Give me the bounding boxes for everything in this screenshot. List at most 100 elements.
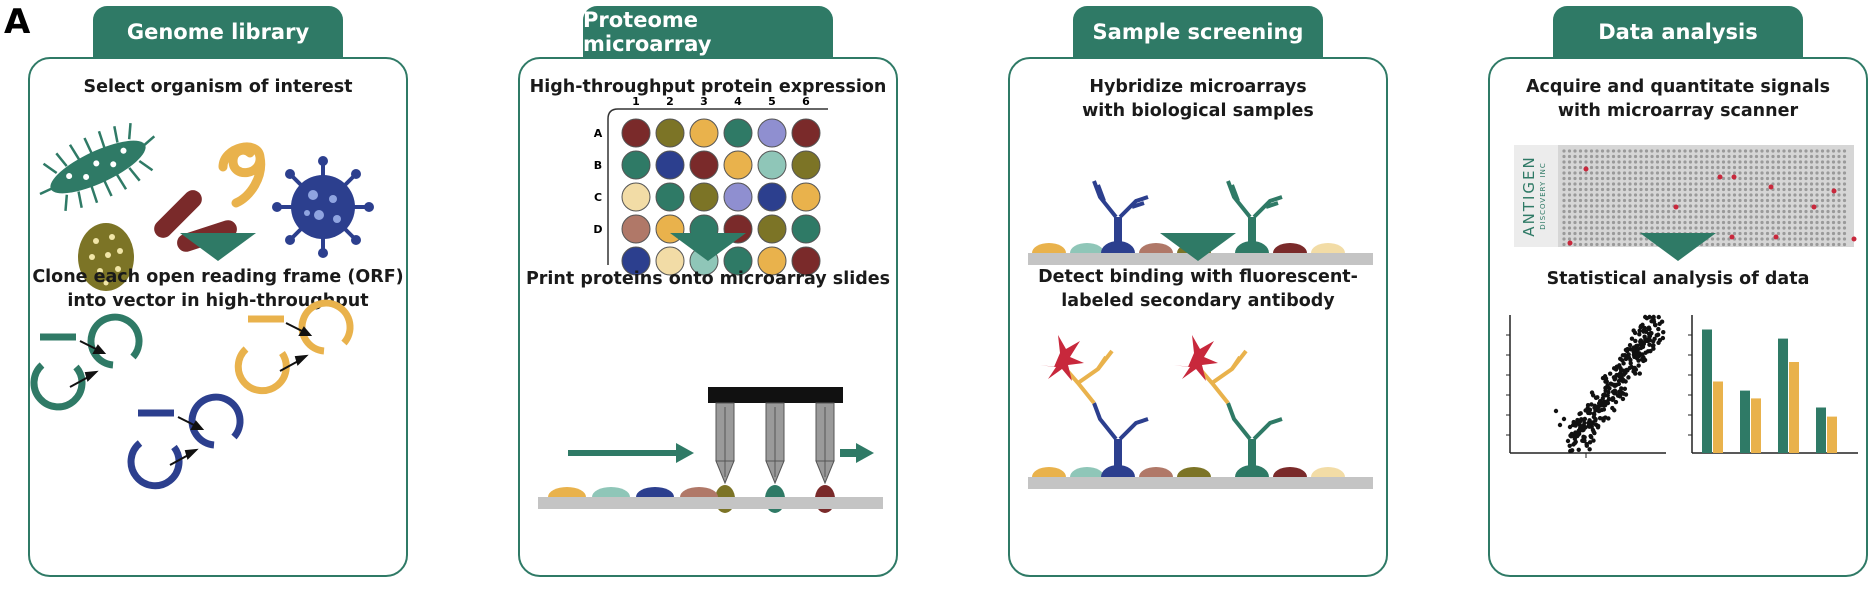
scatter-point	[1620, 396, 1626, 402]
scatter-point	[1621, 361, 1626, 366]
scatter-point	[1643, 350, 1648, 355]
gold-arrows-icon	[279, 322, 313, 372]
scatter-point	[1637, 332, 1642, 337]
detection-illustration	[1028, 335, 1373, 489]
scatter-point	[1565, 438, 1571, 444]
scatter-point	[1603, 376, 1609, 381]
bar-series-a	[1778, 338, 1788, 453]
scatter-point	[1575, 432, 1581, 438]
plate-col-label: 4	[734, 95, 742, 108]
tab-proteome-microarray: Proteome microarray	[583, 6, 833, 58]
primary-antibody-navy-icon	[1092, 402, 1149, 469]
plate-row-label: C	[594, 191, 602, 204]
scatter-point	[1600, 396, 1606, 401]
bar-series-b	[1789, 362, 1799, 453]
scatter-point	[1637, 351, 1642, 356]
fluorescent-star-icon	[1174, 335, 1218, 381]
signal-spot	[1583, 166, 1589, 172]
scatter-point	[1651, 346, 1656, 351]
scatter-point	[1647, 342, 1652, 347]
scatter-point	[1661, 329, 1666, 335]
plate-col-label: 2	[666, 95, 674, 108]
scatter-point	[1606, 397, 1612, 402]
plate-well	[723, 118, 753, 148]
scatter-point	[1623, 353, 1628, 359]
plate-well	[689, 118, 719, 148]
navy-arrows-icon	[169, 416, 205, 466]
scatter-point	[1584, 441, 1589, 447]
protein-spots	[548, 487, 718, 497]
down-arrow-icon	[180, 233, 256, 261]
scatter-point	[1619, 386, 1624, 391]
step-statistical-analysis: Statistical analysis of data	[1546, 269, 1810, 289]
scatter-point	[1622, 386, 1628, 391]
scatter-point	[1607, 371, 1613, 376]
step-clone-orf: Clone each open reading frame (ORF) into…	[28, 265, 408, 313]
scatter-point	[1597, 415, 1603, 421]
well-plate-illustration: 1 2 3 4 5 6 A B C D	[593, 95, 828, 276]
plate-well	[791, 246, 821, 276]
plate-well	[621, 214, 651, 244]
plate-well	[655, 118, 685, 148]
signal-spot	[1773, 234, 1779, 240]
plate-row-label: B	[594, 159, 602, 172]
scatter-point	[1576, 447, 1581, 453]
down-arrow-icon	[1640, 233, 1716, 261]
signal-spot	[1831, 188, 1837, 194]
plate-well	[791, 182, 821, 212]
bar-series-a	[1740, 390, 1750, 453]
scatter-point	[1628, 361, 1633, 366]
plate-col-label: 3	[700, 95, 708, 108]
scatter-point	[1589, 402, 1594, 407]
scatter-point	[1582, 416, 1588, 422]
microarray-scan-image: ANTIGEN DISCOVERY INC	[1514, 145, 1857, 247]
bar-series-b	[1713, 381, 1723, 453]
scatter-point	[1610, 397, 1615, 402]
scatter-point	[1591, 411, 1597, 416]
teal-arrows-icon	[69, 340, 107, 388]
scatter-point	[1567, 424, 1573, 430]
plate-row-label: A	[594, 127, 603, 140]
signal-spot	[1729, 234, 1735, 240]
scatter-point	[1593, 418, 1598, 423]
scatter-point	[1642, 325, 1647, 331]
scatter-point	[1553, 408, 1559, 414]
spore-icon	[78, 223, 134, 291]
plate-well	[791, 118, 821, 148]
scatter-point	[1639, 344, 1645, 350]
step-detect-line2: labeled secondary antibody	[1061, 291, 1335, 311]
scatter-point	[1631, 345, 1637, 350]
plate-well	[689, 150, 719, 180]
tab-genome-library: Genome library	[93, 6, 343, 58]
panel-genome-library-content: Select organism of interest	[28, 57, 408, 577]
scatter-point	[1636, 358, 1641, 363]
scatter-point	[1578, 411, 1583, 416]
plate-well	[723, 150, 753, 180]
plate-well	[621, 150, 651, 180]
step-protein-expression: High-throughput protein expression	[529, 77, 887, 97]
scatter-point	[1631, 369, 1636, 374]
scatter-point	[1637, 328, 1642, 333]
virus-icon	[272, 156, 374, 258]
plate-well	[757, 150, 787, 180]
scatter-point	[1572, 436, 1578, 442]
scatter-point	[1631, 328, 1636, 333]
step-clone-orf-line2: into vector in high-throughput	[67, 291, 369, 311]
scatter-point	[1623, 368, 1628, 374]
scatter-point	[1656, 326, 1661, 332]
scatter-point	[1557, 422, 1563, 428]
plate-well	[791, 214, 821, 244]
scatter-point	[1587, 447, 1592, 452]
scatter-point	[1596, 423, 1601, 429]
scatter-point	[1639, 357, 1645, 362]
scatter-point	[1561, 416, 1567, 422]
signal-spot	[1717, 174, 1723, 180]
scatter-point	[1592, 405, 1597, 410]
panel-sample-screening	[1008, 57, 1388, 577]
bar-series-b	[1751, 398, 1761, 453]
microarray-slide	[1028, 477, 1373, 489]
scatter-point	[1602, 403, 1608, 408]
signal-spot	[1731, 174, 1737, 180]
step-acquire-line1: Acquire and quantitate signals	[1525, 77, 1831, 97]
scatter-point	[1632, 351, 1638, 357]
